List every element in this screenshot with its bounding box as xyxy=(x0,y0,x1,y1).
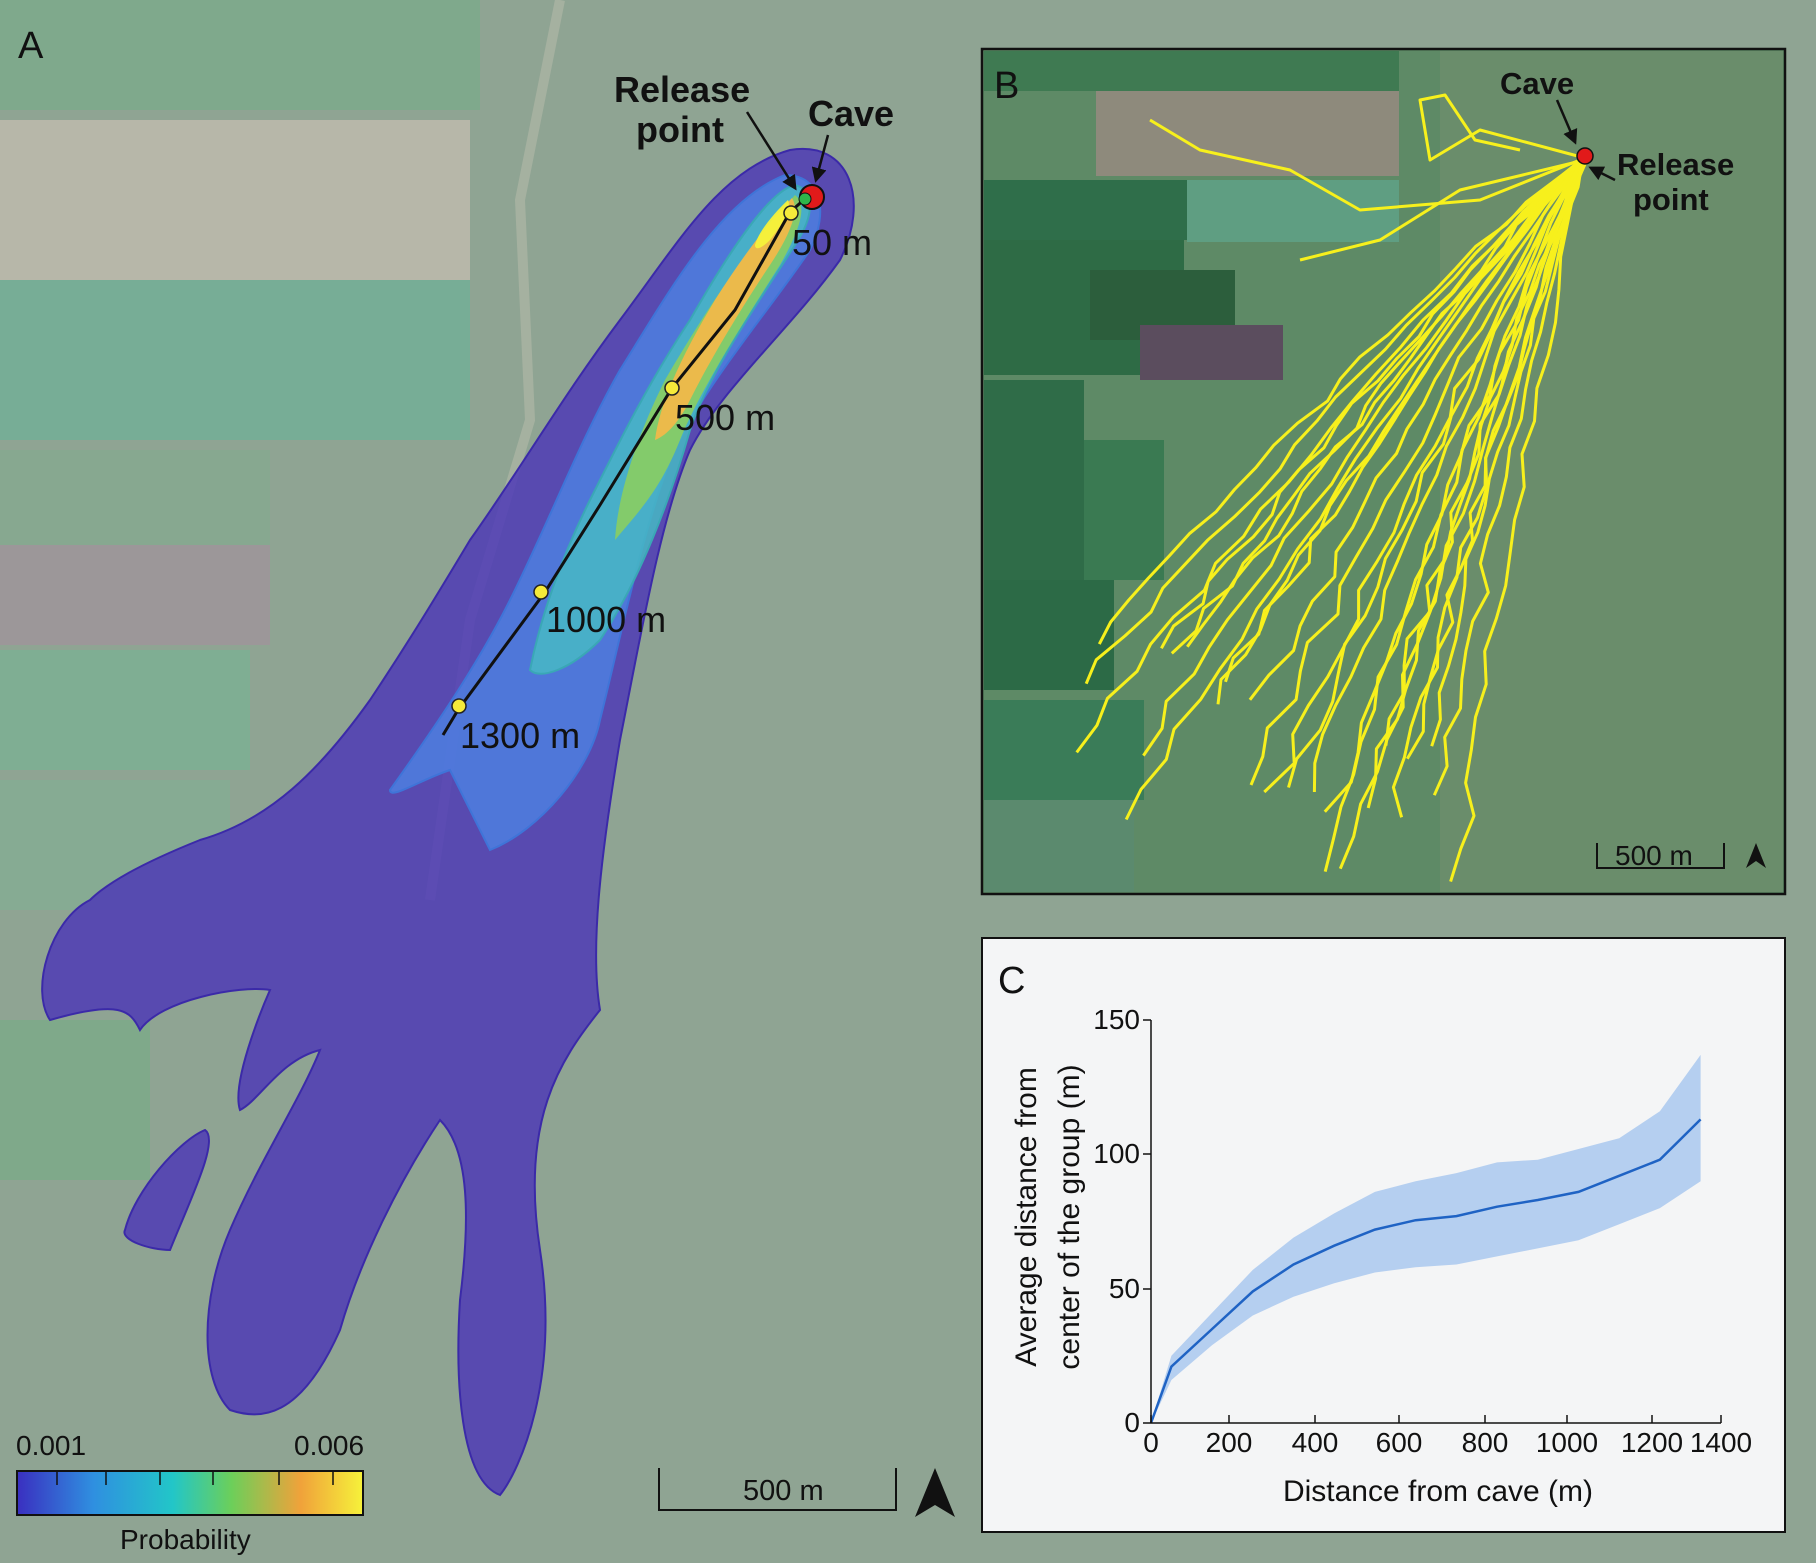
panel-b-release-arrow xyxy=(1588,166,1616,182)
track-7 xyxy=(1186,156,1585,648)
track-3 xyxy=(1124,156,1589,821)
chart-plot: 0 200 400 600 800 1000 1200 1400 0 50 10… xyxy=(1010,1004,1752,1508)
panel-a: A Release point Cave 50 m 500 m 1000 m 1… xyxy=(16,25,955,1555)
y-tick-label-150: 150 xyxy=(1093,1004,1140,1035)
x-tick-label-0: 0 xyxy=(1143,1427,1159,1458)
release-point xyxy=(798,192,812,206)
colorbar-max-label: 0.006 xyxy=(294,1430,364,1461)
label-1300m: 1300 m xyxy=(460,715,580,756)
release-arrow xyxy=(745,111,797,191)
x-tick-label-1000: 1000 xyxy=(1536,1427,1598,1458)
marker-1300m-point xyxy=(451,698,467,714)
north-arrow-b-icon xyxy=(1746,843,1766,868)
track-10 xyxy=(1249,157,1585,786)
colorbar-title: Probability xyxy=(120,1524,251,1555)
y-axis-label-line1: Average distance from xyxy=(1010,1067,1043,1367)
panel-b: B Cave Release point 500 m xyxy=(980,47,1787,896)
x-tick-label-600: 600 xyxy=(1376,1427,1423,1458)
track-11 xyxy=(1248,157,1588,701)
scale-bar-b-label: 500 m xyxy=(1615,840,1693,871)
y-tick-label-0: 0 xyxy=(1124,1407,1140,1438)
release-label-line2: point xyxy=(636,109,724,150)
mean-route-line xyxy=(441,196,807,736)
track-22 xyxy=(1430,157,1590,747)
north-arrow-a-icon xyxy=(915,1468,955,1517)
track-extra-1 xyxy=(1299,158,1586,262)
label-50m: 50 m xyxy=(792,222,872,263)
colorbar: 0.001 0.006 Probability xyxy=(16,1430,364,1555)
panel-b-release-label-line1: Release xyxy=(1617,147,1734,182)
x-tick-label-1200: 1200 xyxy=(1621,1427,1683,1458)
panel-b-letter: B xyxy=(994,65,1019,107)
colorbar-gradient xyxy=(16,1470,364,1516)
cave-label: Cave xyxy=(808,93,894,134)
panel-b-release-label-line2: point xyxy=(1633,182,1709,217)
track-16 xyxy=(1323,157,1584,813)
panel-c-letter: C xyxy=(998,960,1025,1002)
panel-b-cave-arrow xyxy=(1555,99,1578,145)
label-1000m: 1000 m xyxy=(546,599,666,640)
y-tick-label-100: 100 xyxy=(1093,1138,1140,1169)
track-6 xyxy=(1170,156,1588,655)
x-tick-label-1400: 1400 xyxy=(1690,1427,1752,1458)
label-500m: 500 m xyxy=(675,397,775,438)
colorbar-ticks xyxy=(56,1471,334,1485)
panel-c: C 0 200 400 600 800 1000 1200 1 xyxy=(981,937,1786,1533)
x-axis-label: Distance from cave (m) xyxy=(1283,1475,1593,1508)
y-axis-label-line2: center of the group (m) xyxy=(1053,1064,1086,1369)
track-2 xyxy=(1097,156,1586,645)
mean-line xyxy=(1149,1118,1702,1424)
individual-tracks xyxy=(1075,93,1590,883)
confidence-band xyxy=(1151,1054,1701,1423)
panel-a-letter: A xyxy=(18,25,44,67)
panel-b-fields xyxy=(984,51,1783,892)
colorbar-min-label: 0.001 xyxy=(16,1430,86,1461)
marker-500m-point xyxy=(664,380,680,396)
track-24 xyxy=(1449,157,1587,883)
contour-level-5 xyxy=(655,198,795,440)
marker-50m-point xyxy=(783,205,799,221)
scale-bar-a: 500 m xyxy=(658,1468,897,1511)
panel-b-cave-label: Cave xyxy=(1500,66,1574,101)
x-tick-label-400: 400 xyxy=(1292,1427,1339,1458)
release-label-line1: Release xyxy=(614,69,750,110)
contour-level-6 xyxy=(755,200,789,249)
track-13 xyxy=(1287,157,1586,788)
scale-bar-b: 500 m xyxy=(1596,840,1725,871)
track-12 xyxy=(1263,157,1585,794)
track-1 xyxy=(1084,156,1586,685)
x-tick-label-800: 800 xyxy=(1462,1427,1509,1458)
x-tick-label-200: 200 xyxy=(1206,1427,1253,1458)
cave-arrow xyxy=(811,134,830,183)
panel-b-cave-point xyxy=(1576,147,1594,165)
track-extra-2 xyxy=(1418,93,1586,162)
track-21 xyxy=(1406,157,1589,760)
track-extra-0 xyxy=(1149,118,1586,212)
track-9 xyxy=(1224,157,1586,683)
marker-1000m-point xyxy=(533,584,549,600)
probability-heatmap xyxy=(41,147,855,1497)
y-tick-label-50: 50 xyxy=(1109,1273,1140,1304)
track-14 xyxy=(1312,157,1588,793)
scale-bar-a-label: 500 m xyxy=(743,1475,824,1507)
track-23 xyxy=(1432,157,1585,796)
contour-level-1b xyxy=(123,1128,211,1252)
track-19 xyxy=(1384,157,1584,746)
track-5 xyxy=(1160,156,1585,650)
